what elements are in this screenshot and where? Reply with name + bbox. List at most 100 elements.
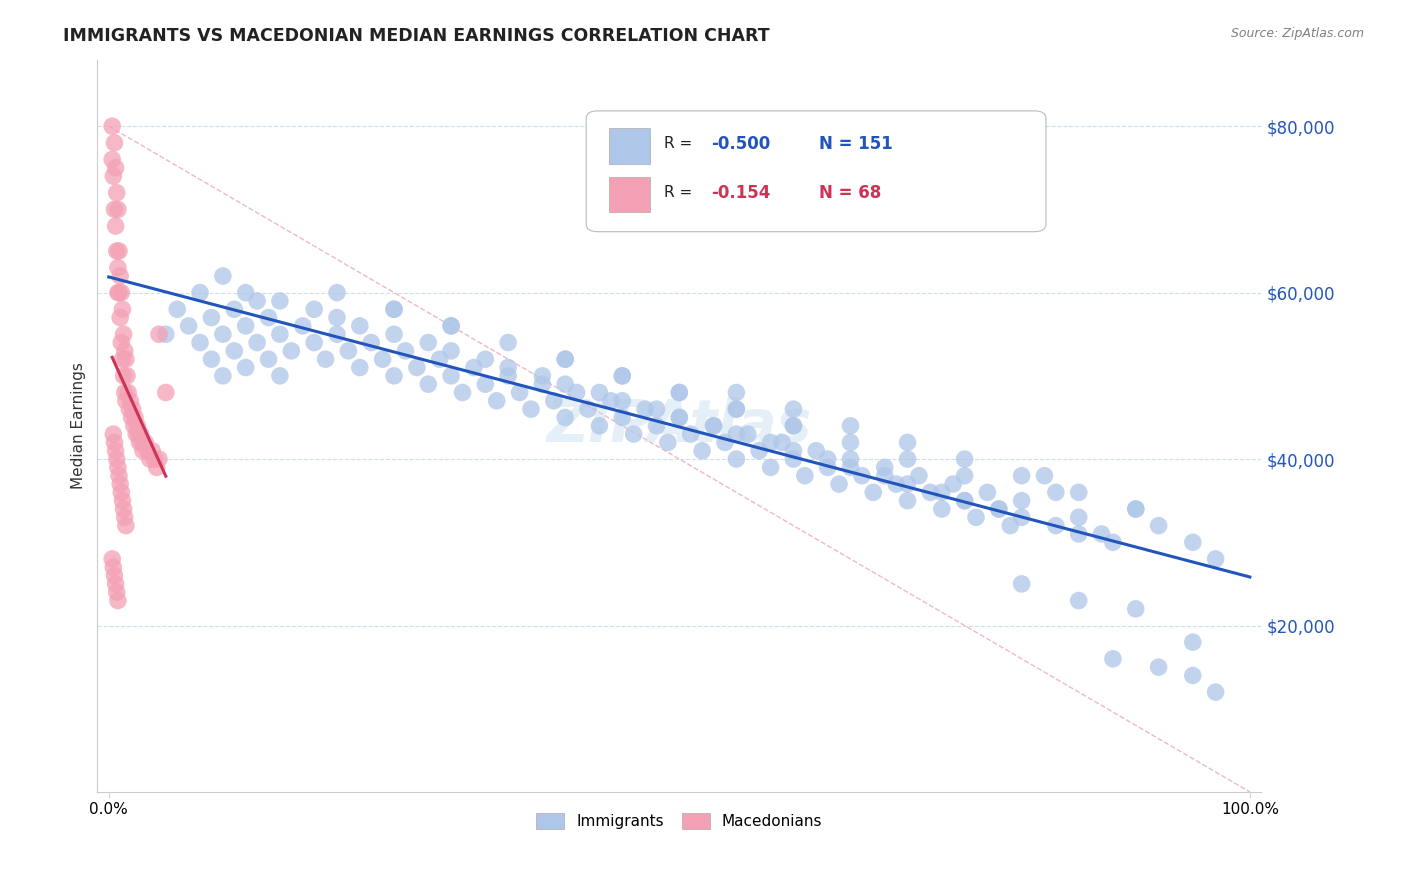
Point [326,327,349,342]
Point [942,477,965,491]
Point [1067,593,1090,607]
Point [931,485,953,500]
Point [360,335,382,350]
Point [725,402,748,417]
Point [111,352,134,367]
Point [112,368,135,383]
FancyBboxPatch shape [586,111,1046,232]
Point [896,477,918,491]
Point [104,219,127,233]
Point [1045,518,1067,533]
Point [851,468,873,483]
Text: R =: R = [664,186,697,201]
Point [429,352,451,367]
Point [440,343,463,358]
Point [257,352,280,367]
Point [1205,552,1227,566]
Point [124,410,146,425]
Point [873,460,896,475]
Point [134,435,156,450]
Point [382,327,405,342]
Point [588,385,610,400]
Point [155,327,177,342]
Point [141,443,163,458]
Point [440,318,463,333]
Point [104,577,127,591]
Point [129,427,152,442]
Point [599,393,621,408]
Point [1067,527,1090,541]
Point [496,335,519,350]
Point [759,460,782,475]
Point [634,402,657,417]
Point [725,402,748,417]
Point [101,153,124,167]
Point [337,343,360,358]
Point [103,169,125,183]
Point [382,302,405,317]
Text: -0.154: -0.154 [711,184,770,202]
Point [103,435,125,450]
Point [725,385,748,400]
Point [612,368,634,383]
Point [1102,535,1125,549]
Point [108,268,131,283]
Point [302,302,325,317]
Point [177,318,200,333]
Point [657,435,679,450]
Point [235,318,257,333]
Point [143,452,166,467]
Point [908,468,931,483]
Point [114,385,136,400]
Point [101,552,124,566]
Point [103,136,125,150]
Point [212,268,235,283]
Point [105,186,128,200]
Point [107,285,129,300]
Point [394,343,416,358]
Point [782,443,804,458]
Point [839,435,862,450]
Point [1067,485,1090,500]
Text: N = 68: N = 68 [818,184,882,202]
Point [110,285,132,300]
Point [1011,493,1033,508]
Point [817,452,839,467]
Point [896,435,918,450]
Point [117,385,139,400]
Point [382,302,405,317]
Point [212,327,235,342]
Point [703,418,725,433]
Point [668,410,690,425]
Point [554,352,576,367]
Point [1181,635,1204,649]
Point [1147,660,1170,674]
Point [440,318,463,333]
Point [965,510,987,524]
FancyBboxPatch shape [609,128,650,163]
Text: IMMIGRANTS VS MACEDONIAN MEDIAN EARNINGS CORRELATION CHART: IMMIGRANTS VS MACEDONIAN MEDIAN EARNINGS… [63,27,770,45]
Point [105,244,128,258]
Point [136,443,159,458]
Point [155,385,177,400]
Point [817,460,839,475]
Point [554,352,576,367]
Point [987,502,1010,516]
Point [349,318,371,333]
Point [132,443,155,458]
Point [1181,535,1204,549]
Point [121,410,143,425]
Point [371,352,394,367]
Point [108,477,131,491]
Point [1045,485,1067,500]
Point [782,452,804,467]
Point [302,335,325,350]
Point [107,202,129,217]
Point [645,418,668,433]
Point [101,119,124,133]
Point [770,435,793,450]
Point [326,285,349,300]
Point [531,377,554,392]
Point [554,377,576,392]
Point [612,410,634,425]
